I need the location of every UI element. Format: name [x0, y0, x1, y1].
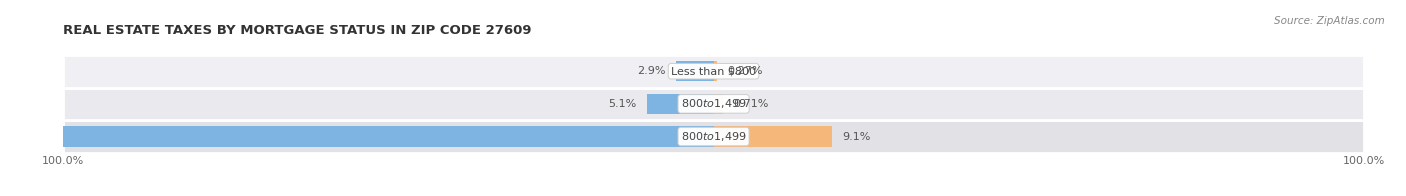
Bar [713, 61, 717, 81]
Text: 2.9%: 2.9% [637, 66, 665, 76]
Bar [713, 126, 832, 147]
Bar [63, 88, 1364, 120]
Text: 0.71%: 0.71% [733, 99, 769, 109]
Text: 5.1%: 5.1% [609, 99, 637, 109]
Text: 0.27%: 0.27% [727, 66, 763, 76]
Text: Source: ZipAtlas.com: Source: ZipAtlas.com [1274, 16, 1385, 26]
Text: 9.1%: 9.1% [842, 132, 870, 142]
Bar [647, 94, 714, 114]
Text: $800 to $1,499: $800 to $1,499 [681, 97, 747, 110]
Legend: Without Mortgage, With Mortgage: Without Mortgage, With Mortgage [588, 195, 839, 196]
Text: $800 to $1,499: $800 to $1,499 [681, 130, 747, 143]
Text: Less than $800: Less than $800 [671, 66, 756, 76]
Bar [713, 94, 723, 114]
Bar [676, 61, 713, 81]
Text: REAL ESTATE TAXES BY MORTGAGE STATUS IN ZIP CODE 27609: REAL ESTATE TAXES BY MORTGAGE STATUS IN … [63, 24, 531, 37]
Bar [63, 55, 1364, 88]
Bar [0, 126, 714, 147]
Bar [63, 120, 1364, 153]
